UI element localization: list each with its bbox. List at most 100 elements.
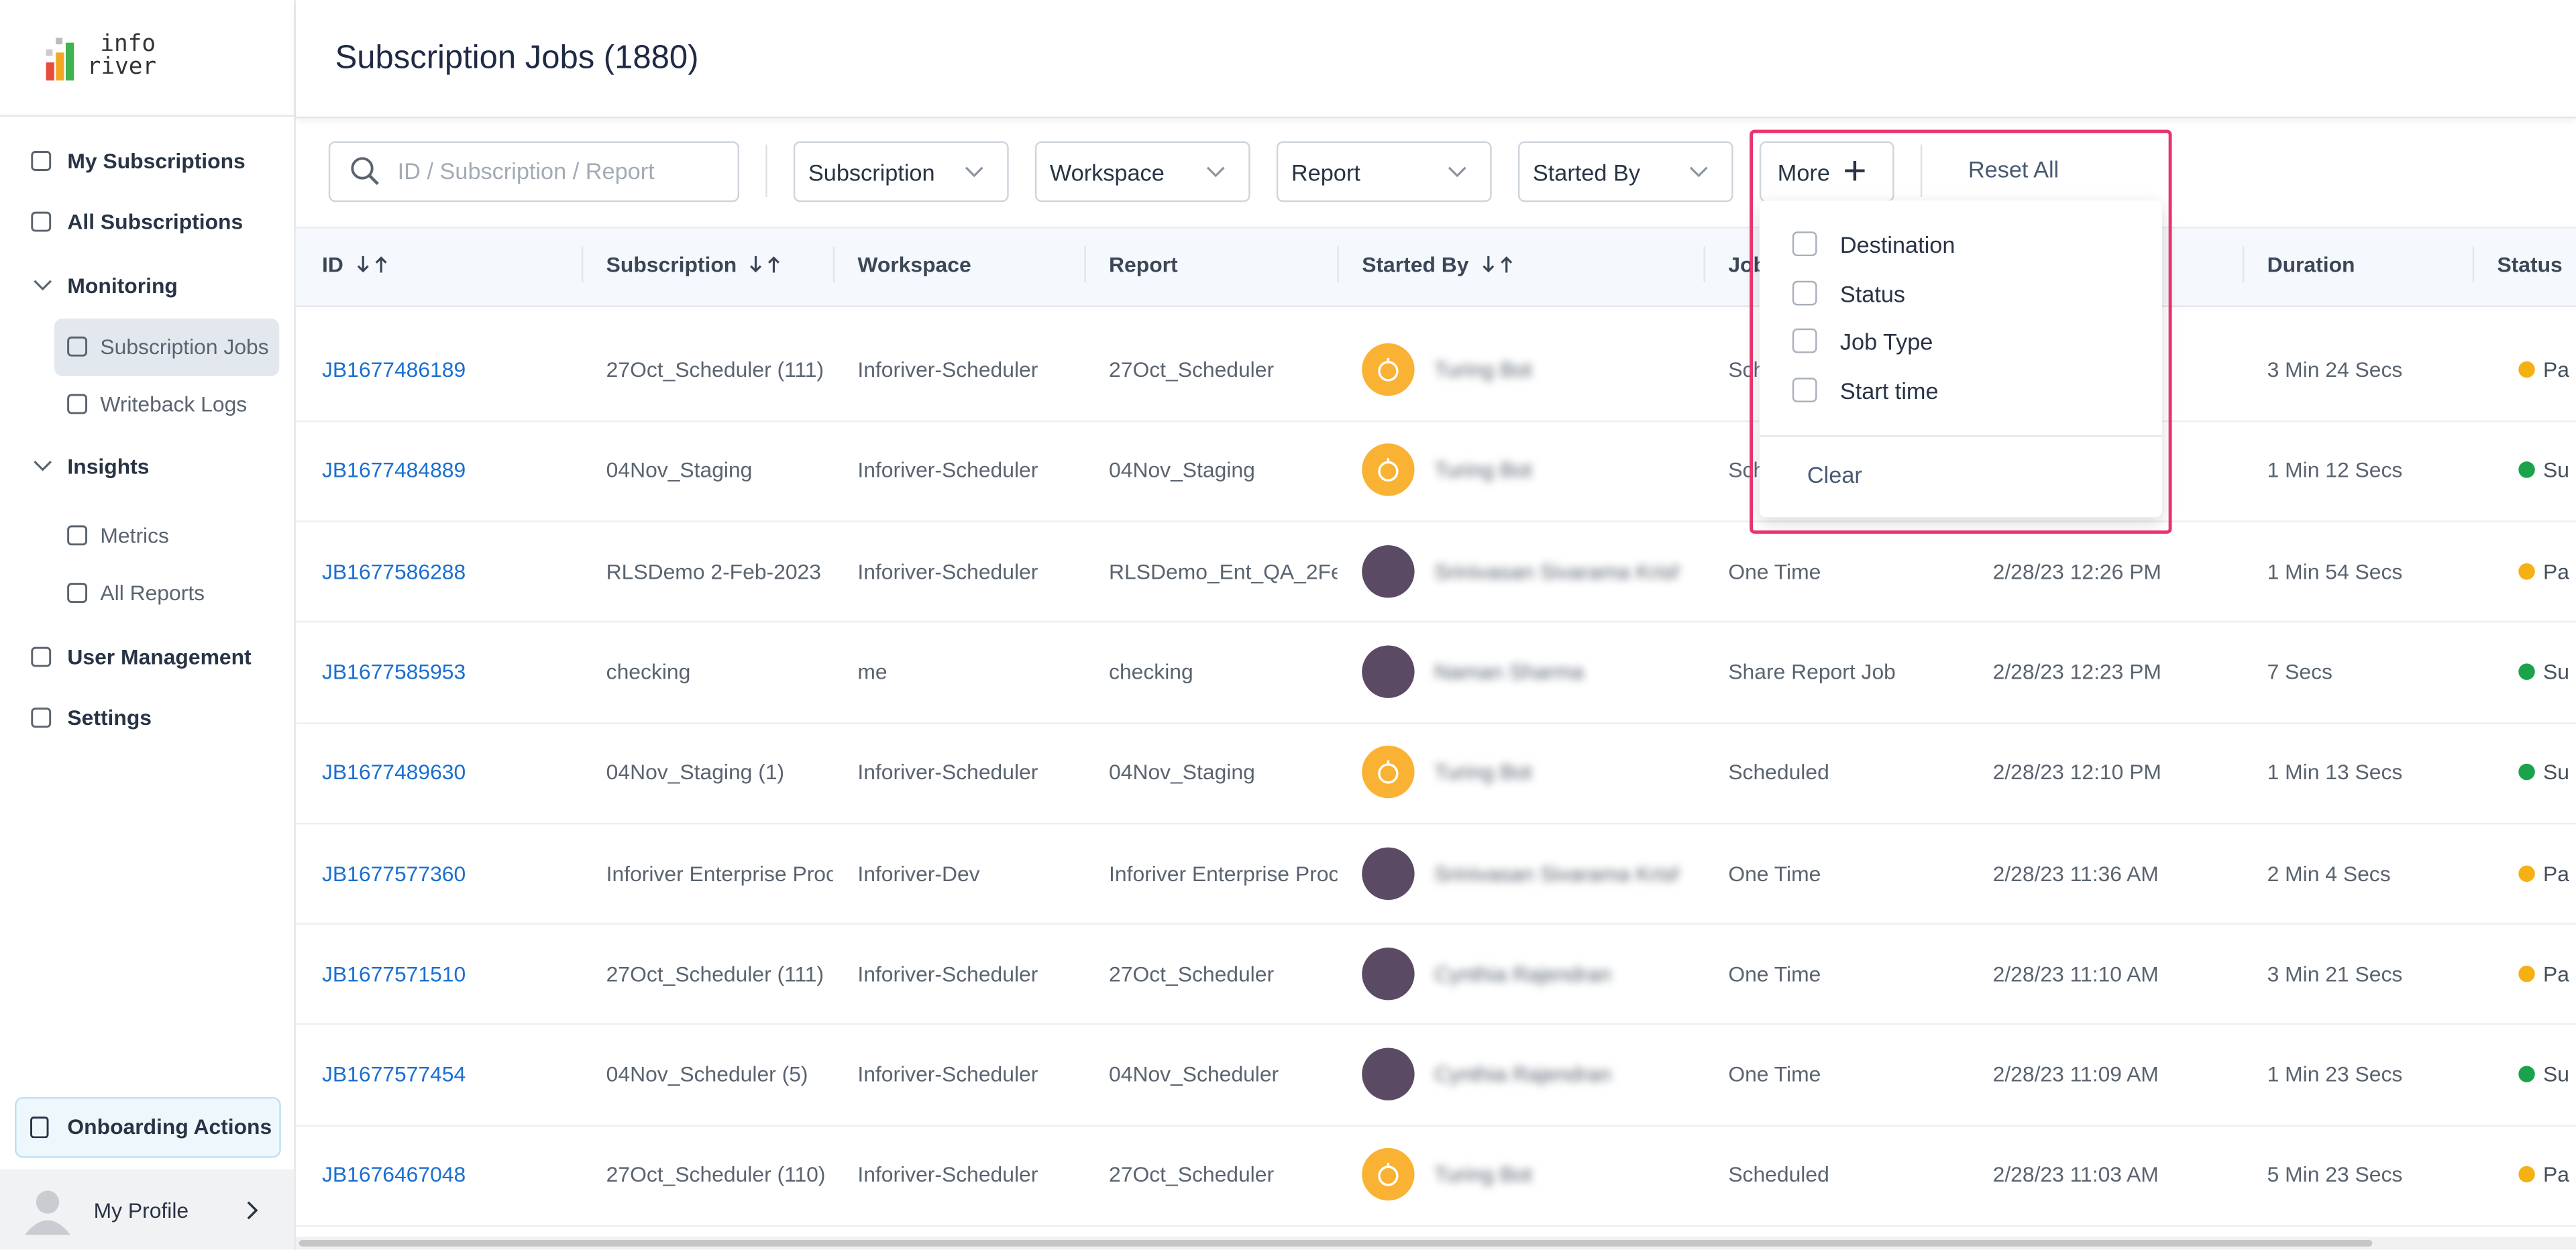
status-text: Pa (2543, 961, 2569, 986)
avatar (1362, 645, 1415, 698)
table-row[interactable] (295, 420, 2576, 522)
table-row[interactable] (295, 1024, 2576, 1127)
sort-icon (751, 256, 781, 273)
menu-divider (1759, 435, 2162, 437)
filter-label[interactable]: Started By (1532, 159, 1641, 186)
table-row[interactable] (295, 823, 2576, 925)
job-id-link[interactable]: JB1677486189 (322, 357, 466, 382)
chevron-icon (1689, 166, 1708, 178)
menu-checkbox[interactable] (1792, 329, 1817, 354)
sidebar (0, 0, 296, 1250)
cell-text: 2/28/23 12:10 PM (1992, 760, 2161, 785)
table-row[interactable] (295, 722, 2576, 825)
filter-dropdown[interactable] (1276, 141, 1492, 203)
nav-item[interactable]: Writeback Logs (100, 392, 248, 416)
nav-item[interactable]: My Subscriptions (67, 148, 246, 174)
nav-icon (67, 525, 88, 546)
column-separator (1703, 246, 1706, 283)
reset-all[interactable]: Reset All (1968, 156, 2059, 182)
user-name: Turing Bot (1434, 357, 1532, 382)
cell-text: 2/28/23 11:10 AM (1992, 961, 2159, 986)
status-dot (2518, 965, 2535, 982)
menu-checkbox[interactable] (1792, 378, 1817, 403)
cell-text: 27Oct_Scheduler (1109, 961, 1275, 986)
table-row[interactable] (295, 1125, 2576, 1227)
table-row[interactable] (295, 923, 2576, 1026)
cell-text: Inforiver-Scheduler (857, 457, 1038, 483)
table-row[interactable] (295, 621, 2576, 724)
filter-dropdown[interactable] (1517, 141, 1733, 203)
menu-clear[interactable]: Clear (1807, 461, 1862, 488)
table-row[interactable] (295, 319, 2576, 422)
onboarding-button[interactable] (15, 1096, 281, 1158)
logo-icon (46, 38, 74, 81)
scrollbar-thumb[interactable] (299, 1239, 2373, 1247)
cell-text: Inforiver-Scheduler (857, 760, 1038, 785)
filter-label[interactable]: Report (1291, 159, 1360, 186)
cell-text: 2 Min 4 Secs (2267, 860, 2391, 886)
bot-icon (1378, 458, 1399, 482)
job-id-link[interactable]: JB1677585953 (322, 659, 466, 684)
column-separator (581, 246, 584, 283)
nav-item[interactable]: Settings (67, 705, 152, 730)
job-id-link[interactable]: JB1677571510 (322, 961, 466, 986)
status-text: Su (2543, 760, 2569, 785)
filter-label[interactable]: Workspace (1049, 159, 1165, 186)
menu-option[interactable]: Destination (1839, 231, 1955, 258)
chevron-icon (1206, 166, 1225, 178)
status-dot (2518, 1166, 2535, 1184)
job-id-link[interactable]: JB1677489630 (322, 760, 466, 785)
cell-text: 04Nov_Staging (1109, 760, 1255, 785)
nav-item[interactable]: All Subscriptions (67, 209, 244, 234)
menu-checkbox[interactable] (1792, 280, 1817, 305)
table-row[interactable] (295, 520, 2576, 623)
logo-text: info river (87, 33, 156, 79)
nav-item[interactable]: Subscription Jobs (100, 334, 269, 359)
avatar (1362, 443, 1415, 497)
onboarding-label[interactable]: Onboarding Actions (67, 1114, 272, 1139)
menu-option[interactable]: Start time (1839, 378, 1939, 404)
menu-option[interactable]: Job Type (1839, 329, 1933, 355)
job-id-link[interactable]: JB1677586288 (322, 558, 466, 583)
nav-item[interactable]: Metrics (100, 523, 169, 548)
cell-text: RLSDemo 2-Feb-2023 (606, 558, 821, 583)
search-icon (351, 157, 379, 185)
more-menu: Destination Status Job Type Start time Clear (1759, 200, 2162, 518)
column-header: Status (2497, 251, 2563, 277)
filter-dropdown[interactable] (1034, 141, 1250, 203)
status-dot (2518, 461, 2535, 479)
job-id-link[interactable]: JB1677484889 (322, 457, 466, 483)
column-header: Workspace (857, 251, 971, 277)
column-header[interactable]: Subscription (606, 251, 737, 277)
nav-item[interactable]: Insights (67, 454, 150, 479)
cell-text: Inforiver-Dev (857, 860, 980, 886)
column-header[interactable]: Started By (1362, 251, 1469, 277)
job-id-link[interactable]: JB1677577454 (322, 1062, 466, 1087)
cell-text: One Time (1728, 961, 1821, 986)
status-text: Pa (2543, 860, 2569, 886)
nav-item[interactable]: All Reports (100, 580, 205, 606)
filter-dropdown[interactable] (793, 141, 1009, 203)
filter-label[interactable]: Subscription (808, 159, 935, 186)
nav-item[interactable]: User Management (67, 644, 252, 669)
status-dot (2518, 864, 2535, 881)
menu-option[interactable]: Status (1839, 280, 1906, 307)
nav-item[interactable]: Monitoring (67, 273, 178, 298)
plus-icon (1845, 161, 1865, 181)
cell-text: 04Nov_Staging (1109, 457, 1255, 483)
column-header[interactable]: ID (322, 251, 343, 277)
more-label[interactable]: More (1777, 159, 1830, 186)
user-name: Srinivasan Sivarama Krishnan (1434, 860, 1680, 886)
filter-divider (765, 144, 767, 197)
menu-checkbox[interactable] (1792, 231, 1817, 257)
avatar (1362, 545, 1415, 598)
cell-text: One Time (1728, 558, 1821, 583)
profile-label[interactable]: My Profile (93, 1198, 189, 1223)
status-text: Su (2543, 659, 2569, 684)
job-id-link[interactable]: JB1676467048 (322, 1162, 466, 1188)
page-title: Subscription Jobs (1880) (335, 40, 699, 76)
search-box[interactable] (328, 141, 740, 203)
user-name: Cynthia Rajendran (1434, 1062, 1611, 1087)
job-id-link[interactable]: JB1677577360 (322, 860, 466, 886)
